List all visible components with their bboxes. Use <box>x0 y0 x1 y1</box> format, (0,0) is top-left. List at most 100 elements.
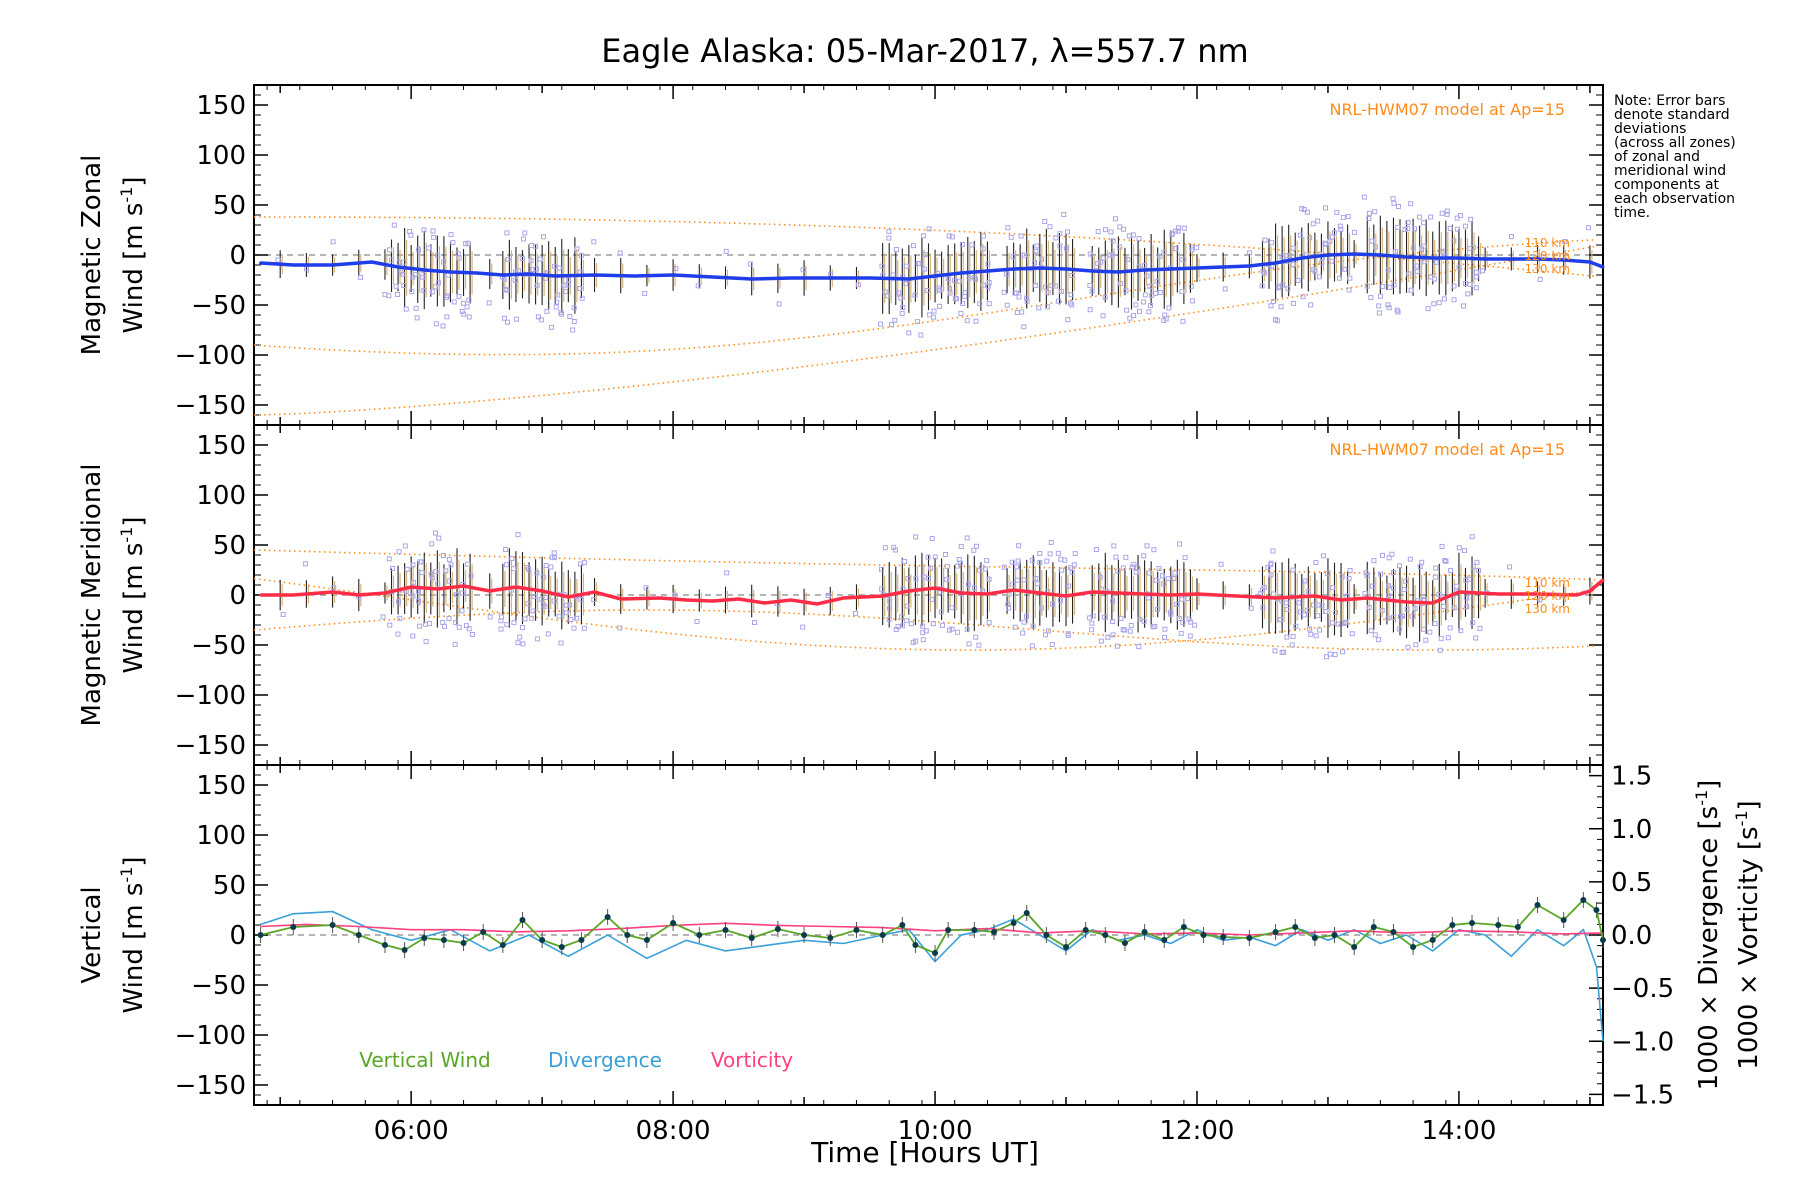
zone-sample <box>1192 622 1198 628</box>
zone-sample <box>567 314 573 320</box>
mean-wind-point <box>383 591 387 595</box>
zone-sample <box>1421 259 1427 265</box>
vertical-wind-point <box>624 932 631 938</box>
zone-sample <box>1172 570 1178 576</box>
error-bars <box>279 215 1593 318</box>
zone-sample <box>1310 602 1316 608</box>
vertical-wind-point <box>1043 932 1050 938</box>
zone-sample <box>577 286 583 292</box>
zone-sample <box>1376 303 1382 309</box>
zone-sample <box>1182 555 1188 561</box>
zone-sample <box>435 581 441 587</box>
zone-sample <box>380 614 386 620</box>
zone-sample <box>417 559 423 565</box>
y-tick-label: −50 <box>191 971 246 1001</box>
zone-sample <box>1323 240 1329 246</box>
zone-sample <box>896 290 902 296</box>
zone-sample <box>410 579 416 585</box>
mean-wind-point <box>907 277 911 281</box>
zone-sample <box>426 621 432 627</box>
zone-sample <box>964 318 970 324</box>
zone-sample <box>977 301 983 307</box>
zone-sample <box>1419 559 1425 565</box>
zone-sample <box>499 614 505 620</box>
zone-sample <box>1281 649 1287 655</box>
mean-wind-point <box>763 601 767 605</box>
zone-sample <box>1015 558 1021 564</box>
vertical-wind-point <box>604 914 611 920</box>
zone-sample <box>1108 229 1114 235</box>
zone-sample <box>1346 575 1352 581</box>
zone-sample <box>1284 253 1290 259</box>
zone-sample <box>920 623 926 629</box>
zone-sample <box>464 304 470 310</box>
mean-wind-point <box>1431 256 1435 260</box>
zone-sample <box>1423 637 1429 643</box>
zone-sample <box>522 230 528 236</box>
vertical-wind-point <box>827 935 834 941</box>
zone-sample <box>1378 571 1384 577</box>
zone-sample <box>1451 297 1457 303</box>
zone-sample <box>1297 232 1303 238</box>
zone-sample <box>1136 236 1142 242</box>
zone-sample <box>617 625 623 631</box>
zone-sample <box>1474 559 1480 565</box>
vertical-wind-line <box>260 898 1604 955</box>
zone-sample <box>1454 215 1460 221</box>
zone-sample <box>1421 220 1427 226</box>
zone-sample <box>1323 609 1329 615</box>
zone-sample <box>1270 591 1276 597</box>
zone-sample <box>520 236 526 242</box>
zone-sample <box>1454 583 1460 589</box>
zone-sample <box>1157 253 1163 259</box>
zone-sample <box>442 623 448 629</box>
zone-sample <box>906 330 912 336</box>
zone-sample <box>1268 303 1274 309</box>
zone-sample <box>1322 241 1328 247</box>
zone-sample <box>1089 620 1095 626</box>
zone-sample <box>1331 230 1337 236</box>
zone-sample <box>1389 551 1395 557</box>
zone-sample <box>882 289 888 295</box>
zone-sample <box>1275 285 1281 291</box>
zone-sample <box>1218 561 1224 567</box>
vertical-wind-point <box>990 929 997 935</box>
zone-sample <box>1049 283 1055 289</box>
vertical-wind-point <box>1410 944 1417 950</box>
panel-meridional: −150 −100 −50 0 50 100 150 Magnetic Meridional W… <box>77 424 1605 766</box>
zone-sample <box>543 562 549 568</box>
zone-sample <box>1124 307 1130 313</box>
zone-sample <box>423 639 429 645</box>
mean-wind-point <box>1365 596 1369 600</box>
vertical-wind-point <box>1102 932 1109 938</box>
zone-sample <box>1049 642 1055 648</box>
zone-sample <box>418 559 424 565</box>
zone-sample <box>400 271 406 277</box>
zone-sample <box>1299 206 1305 212</box>
zone-sample <box>302 561 308 567</box>
zone-sample <box>512 277 518 283</box>
zone-sample <box>1456 264 1462 270</box>
zone-sample <box>986 301 992 307</box>
zone-sample <box>1268 572 1274 578</box>
vertical-wind-point <box>1593 907 1600 913</box>
zone-sample <box>1067 300 1073 306</box>
zone-sample <box>1186 616 1192 622</box>
zone-sample <box>1367 210 1373 216</box>
zone-sample <box>971 585 977 591</box>
zone-sample <box>466 297 472 303</box>
model-label: NRL-HWM07 model at Ap=15 <box>1329 440 1565 459</box>
mean-wind-point <box>1509 257 1513 261</box>
zone-sample <box>1029 643 1035 649</box>
mean-wind-point <box>1300 256 1304 260</box>
zone-sample <box>642 290 648 296</box>
y-tick-label: 150 <box>196 431 246 461</box>
vertical-wind-point <box>748 935 755 941</box>
zone-sample <box>395 291 401 297</box>
zone-sample <box>432 530 438 536</box>
zone-sample <box>885 293 891 299</box>
zone-sample <box>903 280 909 286</box>
zone-sample <box>892 317 898 323</box>
zone-sample <box>1395 203 1401 209</box>
